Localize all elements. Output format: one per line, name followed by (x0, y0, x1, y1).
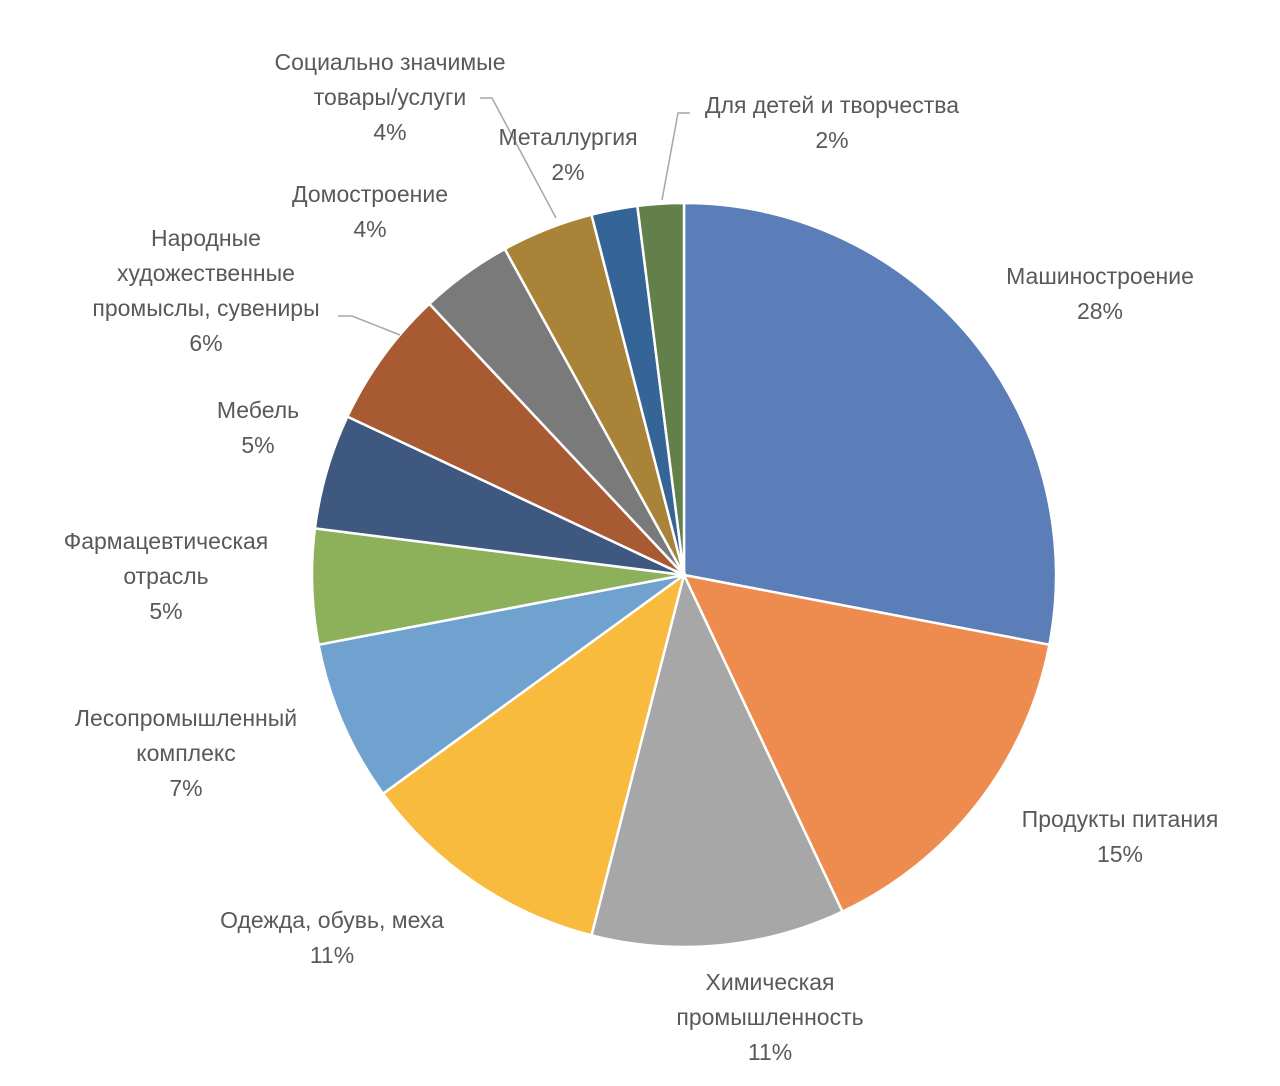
slice-name-8: промыслы, сувениры (92, 295, 319, 321)
slice-name-7: Мебель (217, 397, 299, 423)
pie-slice-12 (635, 201, 686, 576)
slice-name-11: Металлургия (498, 124, 637, 150)
slice-name-1: Машиностроение (1006, 263, 1194, 289)
slice-label-11: Металлургия 2% (498, 124, 637, 185)
slice-name-12: Для детей и творчества (705, 92, 959, 118)
leader-lines-layer (338, 97, 690, 336)
pie-slice-4 (381, 571, 687, 937)
pie-slice-2 (681, 573, 1051, 914)
slice-percent-6: 5% (149, 598, 182, 624)
slices-layer (310, 201, 1058, 949)
slice-name-5: комплекс (136, 740, 235, 766)
slice-name-6: отрасль (123, 563, 208, 589)
slice-percent-7: 5% (241, 432, 274, 458)
slice-name-8: художественные (117, 260, 295, 286)
leader-line-8 (338, 315, 401, 336)
slice-label-9: Домостроение 4% (292, 181, 448, 242)
pie-slice-3 (589, 571, 845, 949)
slice-percent-1: 28% (1077, 298, 1123, 324)
slice-label-7: Мебель 5% (217, 397, 299, 458)
slice-percent-10: 4% (373, 119, 406, 145)
pie-slice-1 (682, 201, 1058, 647)
slice-label-6: Фармацевтическая отрасль 5% (64, 528, 269, 624)
slice-name-4: Одежда, обувь, меха (220, 907, 444, 933)
slice-label-8: Народные художественные промыслы, сувениры… (92, 225, 319, 356)
slice-label-10: Социально значимые товары/услуги 4% (275, 49, 506, 145)
slice-label-5: Лесопромышленный комплекс 7% (75, 705, 297, 801)
labels-layer: Машиностроение 28% Продукты питания 15% Хими… (64, 49, 1219, 1065)
pie-slice-8 (345, 302, 685, 577)
slice-percent-8: 6% (189, 330, 222, 356)
slice-label-2: Продукты питания 15% (1022, 806, 1219, 867)
slice-name-10: товары/услуги (314, 84, 466, 110)
slice-percent-2: 15% (1097, 841, 1143, 867)
slice-name-6: Фармацевтическая (64, 528, 269, 554)
slice-label-3: Химическая промышленность 11% (676, 969, 863, 1065)
slice-name-5: Лесопромышленный (75, 705, 297, 731)
slice-percent-12: 2% (815, 127, 848, 153)
slice-name-10: Социально значимые (275, 49, 506, 75)
slice-percent-3: 11% (748, 1039, 792, 1065)
leader-line-10 (480, 97, 557, 219)
slice-label-4: Одежда, обувь, меха 11% (220, 907, 444, 968)
slice-percent-4: 11% (310, 942, 354, 968)
slice-name-9: Домостроение (292, 181, 448, 207)
slice-percent-5: 7% (169, 775, 202, 801)
slice-name-3: промышленность (676, 1004, 863, 1030)
pie-slice-5 (317, 573, 685, 796)
slice-percent-11: 2% (551, 159, 584, 185)
slice-percent-9: 4% (353, 216, 386, 242)
slice-name-2: Продукты питания (1022, 806, 1219, 832)
slice-name-3: Химическая (706, 969, 835, 995)
slice-name-8: Народные (151, 225, 261, 251)
leader-line-12 (661, 112, 690, 201)
slice-label-12: Для детей и творчества 2% (705, 92, 959, 153)
slice-label-1: Машиностроение 28% (1006, 263, 1194, 324)
